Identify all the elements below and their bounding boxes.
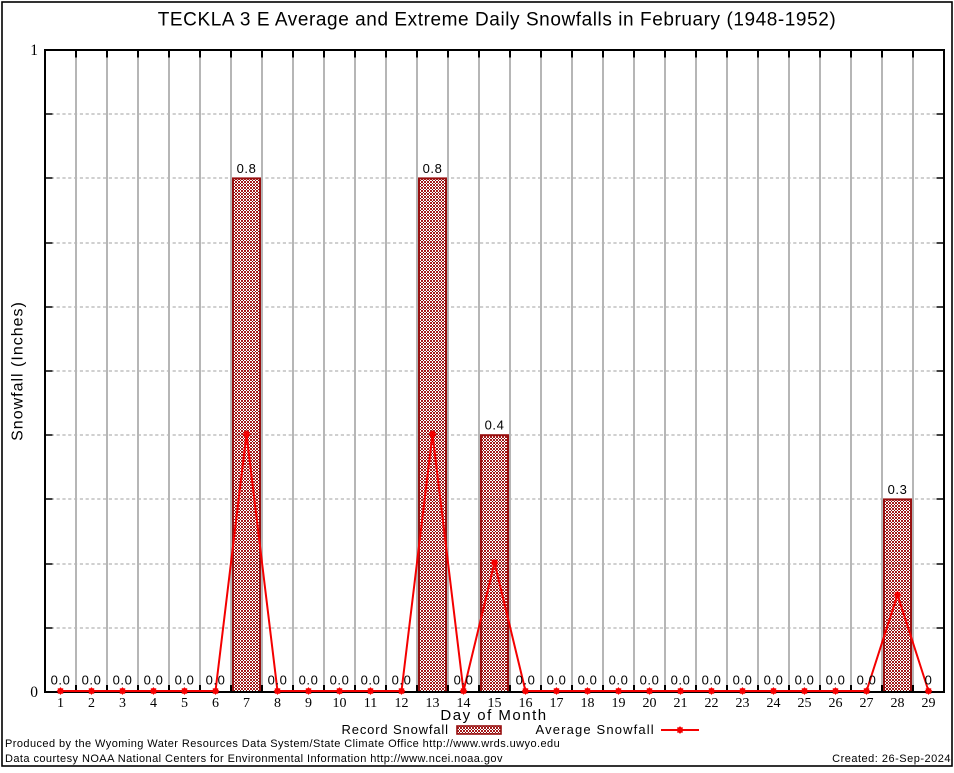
svg-text:20: 20 [643,696,657,711]
svg-text:15: 15 [488,696,502,711]
svg-text:0.0: 0.0 [392,673,412,688]
svg-text:8: 8 [274,696,281,711]
svg-text:0.0: 0.0 [578,673,598,688]
svg-text:2: 2 [88,696,95,711]
svg-text:12: 12 [395,696,409,711]
svg-text:17: 17 [550,696,564,711]
svg-text:Created: 26-Sep-2024: Created: 26-Sep-2024 [832,753,951,765]
svg-text:0: 0 [925,673,933,688]
svg-text:22: 22 [705,696,719,711]
svg-text:Produced by the Wyoming Water: Produced by the Wyoming Water Resources … [5,738,560,750]
svg-text:16: 16 [519,696,533,711]
svg-text:Snowfall (Inches): Snowfall (Inches) [10,301,27,441]
svg-text:0.0: 0.0 [826,673,846,688]
svg-text:23: 23 [736,696,750,711]
svg-text:0.0: 0.0 [671,673,691,688]
svg-text:0.0: 0.0 [51,673,71,688]
svg-text:3: 3 [119,696,126,711]
svg-text:0.0: 0.0 [609,673,629,688]
svg-text:5: 5 [181,696,188,711]
svg-text:4: 4 [150,696,157,711]
svg-text:0.0: 0.0 [764,673,784,688]
svg-text:27: 27 [860,696,874,711]
svg-text:0.8: 0.8 [237,161,257,176]
svg-text:11: 11 [364,696,377,711]
svg-text:0.0: 0.0 [361,673,381,688]
svg-text:29: 29 [922,696,936,711]
svg-text:10: 10 [333,696,347,711]
svg-text:Average Snowfall: Average Snowfall [536,722,655,737]
svg-text:1: 1 [30,42,38,59]
svg-text:Day of Month: Day of Month [440,707,547,724]
svg-text:21: 21 [674,696,688,711]
svg-text:18: 18 [581,696,595,711]
svg-text:14: 14 [457,696,471,711]
svg-text:0.4: 0.4 [485,418,505,433]
svg-text:0.0: 0.0 [175,673,195,688]
svg-text:0.0: 0.0 [516,673,536,688]
svg-text:0.0: 0.0 [795,673,815,688]
svg-text:28: 28 [891,696,905,711]
svg-text:0.0: 0.0 [330,673,350,688]
svg-text:19: 19 [612,696,626,711]
svg-text:24: 24 [767,696,781,711]
svg-text:1: 1 [57,696,64,711]
svg-text:0.0: 0.0 [113,673,133,688]
svg-text:13: 13 [426,696,440,711]
svg-text:0.0: 0.0 [857,673,877,688]
svg-text:Record Snowfall: Record Snowfall [342,722,449,737]
svg-text:Data courtesy NOAA National Ce: Data courtesy NOAA National Centers for … [5,753,503,765]
svg-text:0.0: 0.0 [299,673,319,688]
svg-text:0.0: 0.0 [144,673,164,688]
svg-text:7: 7 [243,696,250,711]
svg-text:0.0: 0.0 [454,673,474,688]
svg-text:0.0: 0.0 [733,673,753,688]
svg-text:9: 9 [305,696,312,711]
svg-text:0.8: 0.8 [423,161,443,176]
svg-text:0.0: 0.0 [206,673,226,688]
svg-text:25: 25 [798,696,812,711]
svg-text:0.0: 0.0 [268,673,288,688]
svg-text:6: 6 [212,696,219,711]
svg-text:0: 0 [30,684,38,701]
svg-text:26: 26 [829,696,843,711]
svg-text:TECKLA 3 E Average and Extreme: TECKLA 3 E Average and Extreme Daily Sno… [158,10,837,31]
svg-text:0.0: 0.0 [702,673,722,688]
svg-text:0.0: 0.0 [82,673,102,688]
svg-text:0.0: 0.0 [547,673,567,688]
svg-text:0.3: 0.3 [888,482,908,497]
svg-text:0.0: 0.0 [640,673,660,688]
